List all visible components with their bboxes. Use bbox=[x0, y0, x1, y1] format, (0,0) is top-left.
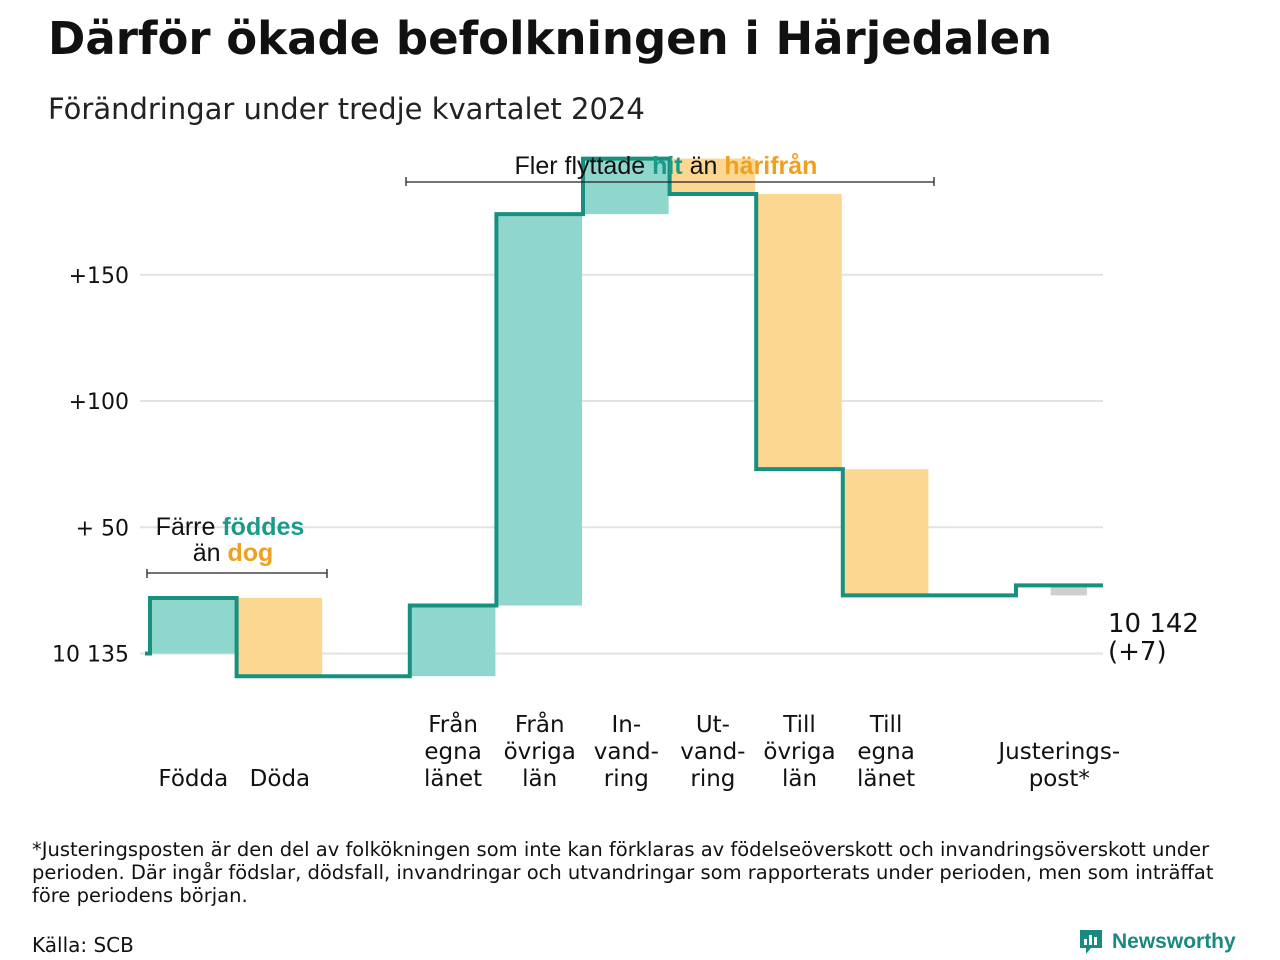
bar-5 bbox=[584, 158, 669, 215]
migration-bracket bbox=[405, 177, 935, 186]
x-tick-label-4-0: Från bbox=[515, 710, 565, 738]
bar-8 bbox=[843, 469, 929, 596]
x-tick-label-5-0: In- bbox=[611, 712, 641, 738]
x-tick-label-3-1: egna bbox=[424, 739, 481, 765]
migration-annotation-from: härifrån bbox=[724, 152, 817, 180]
x-tick-label-6-0: Ut- bbox=[696, 712, 730, 738]
births-annotation: Färre föddes än dog bbox=[146, 513, 328, 578]
newsworthy-logo-icon bbox=[1080, 930, 1102, 954]
y-tick-labels: 10 135 + 50 +100 +150 bbox=[52, 264, 129, 668]
bars bbox=[151, 158, 1088, 677]
x-tick-label-4-2: län bbox=[522, 766, 557, 792]
x-tick-label-7-1: övriga bbox=[763, 739, 835, 765]
x-tick-labels: Födda DödaFrånegnalänetFrånövrigalänIn-va… bbox=[158, 710, 1120, 792]
x-tick-label-1-0: Döda bbox=[250, 766, 310, 792]
bar-0 bbox=[151, 597, 236, 654]
x-tick-label-8-0: Till bbox=[869, 712, 903, 738]
x-tick-label-5-2: ring bbox=[604, 766, 649, 792]
x-tick-label-4-1: övriga bbox=[504, 739, 576, 765]
x-tick-label-7-0: Till bbox=[782, 712, 816, 738]
x-tick-label-6-2: ring bbox=[690, 766, 735, 792]
brand-name: Newsworthy bbox=[1112, 930, 1236, 953]
x-tick-label-3-2: länet bbox=[424, 766, 482, 792]
x-tick-label-3-0: Från bbox=[428, 710, 478, 738]
end-value-label: 10 142 bbox=[1108, 609, 1199, 639]
svg-text:Färre föddes: Färre föddes bbox=[156, 513, 305, 541]
y-tick-label-1: + 50 bbox=[76, 516, 129, 541]
bar-1 bbox=[237, 597, 323, 677]
y-tick-label-3: +150 bbox=[69, 264, 129, 289]
x-tick-label-7-2: län bbox=[782, 766, 817, 792]
x-tick-label-5-1: vand- bbox=[594, 739, 659, 765]
x-tick-label-10-0: Justerings- bbox=[996, 739, 1120, 765]
migration-annotation-hit: hit bbox=[652, 152, 683, 180]
bar-3 bbox=[410, 605, 496, 677]
bar-10 bbox=[1050, 585, 1088, 596]
source-label: Källa: SCB bbox=[32, 933, 134, 957]
bar-7 bbox=[757, 193, 842, 470]
chart-title: Därför ökade befolkningen i Härjedalen bbox=[48, 12, 1053, 65]
end-change-label: (+7) bbox=[1108, 637, 1167, 667]
births-annotation-fodde: föddes bbox=[222, 513, 304, 541]
births-annotation-dog: dog bbox=[227, 539, 273, 567]
waterfall-chart: 10 135+ 50+100+150 Födda DödaFrånegnaläne… bbox=[52, 152, 1199, 792]
y-tick-label-2: +100 bbox=[69, 390, 129, 415]
migration-annotation: Fler flyttade hit än härifrån bbox=[405, 152, 935, 186]
bar-4 bbox=[497, 214, 582, 606]
brand: Newsworthy bbox=[1078, 928, 1236, 956]
births-annotation-prefix: Färre bbox=[156, 513, 216, 541]
svg-text:Fler flyttade hit: Fler flyttade hit än härifrån bbox=[515, 152, 818, 180]
births-annotation-an: än bbox=[193, 539, 221, 567]
y-tick-label-0: 10 135 bbox=[52, 643, 129, 668]
x-tick-label-6-1: vand- bbox=[680, 739, 745, 765]
births-bracket bbox=[146, 569, 328, 578]
migration-annotation-middle: än bbox=[690, 152, 718, 180]
bar-6 bbox=[670, 158, 756, 194]
footnote: *Justeringsposten är den del av folkökni… bbox=[32, 838, 1214, 907]
svg-text:än dog: än dog bbox=[193, 539, 274, 567]
x-tick-label-8-1: egna bbox=[857, 739, 914, 765]
cumulative-step-line bbox=[145, 156, 1103, 679]
x-tick-label-10-1: post* bbox=[1029, 766, 1090, 792]
chart-subtitle: Förändringar under tredje kvartalet 2024 bbox=[48, 92, 645, 126]
x-tick-label-8-2: länet bbox=[857, 766, 915, 792]
migration-annotation-prefix: Fler flyttade bbox=[515, 152, 646, 180]
x-tick-label-0-0: Födda bbox=[158, 766, 228, 792]
